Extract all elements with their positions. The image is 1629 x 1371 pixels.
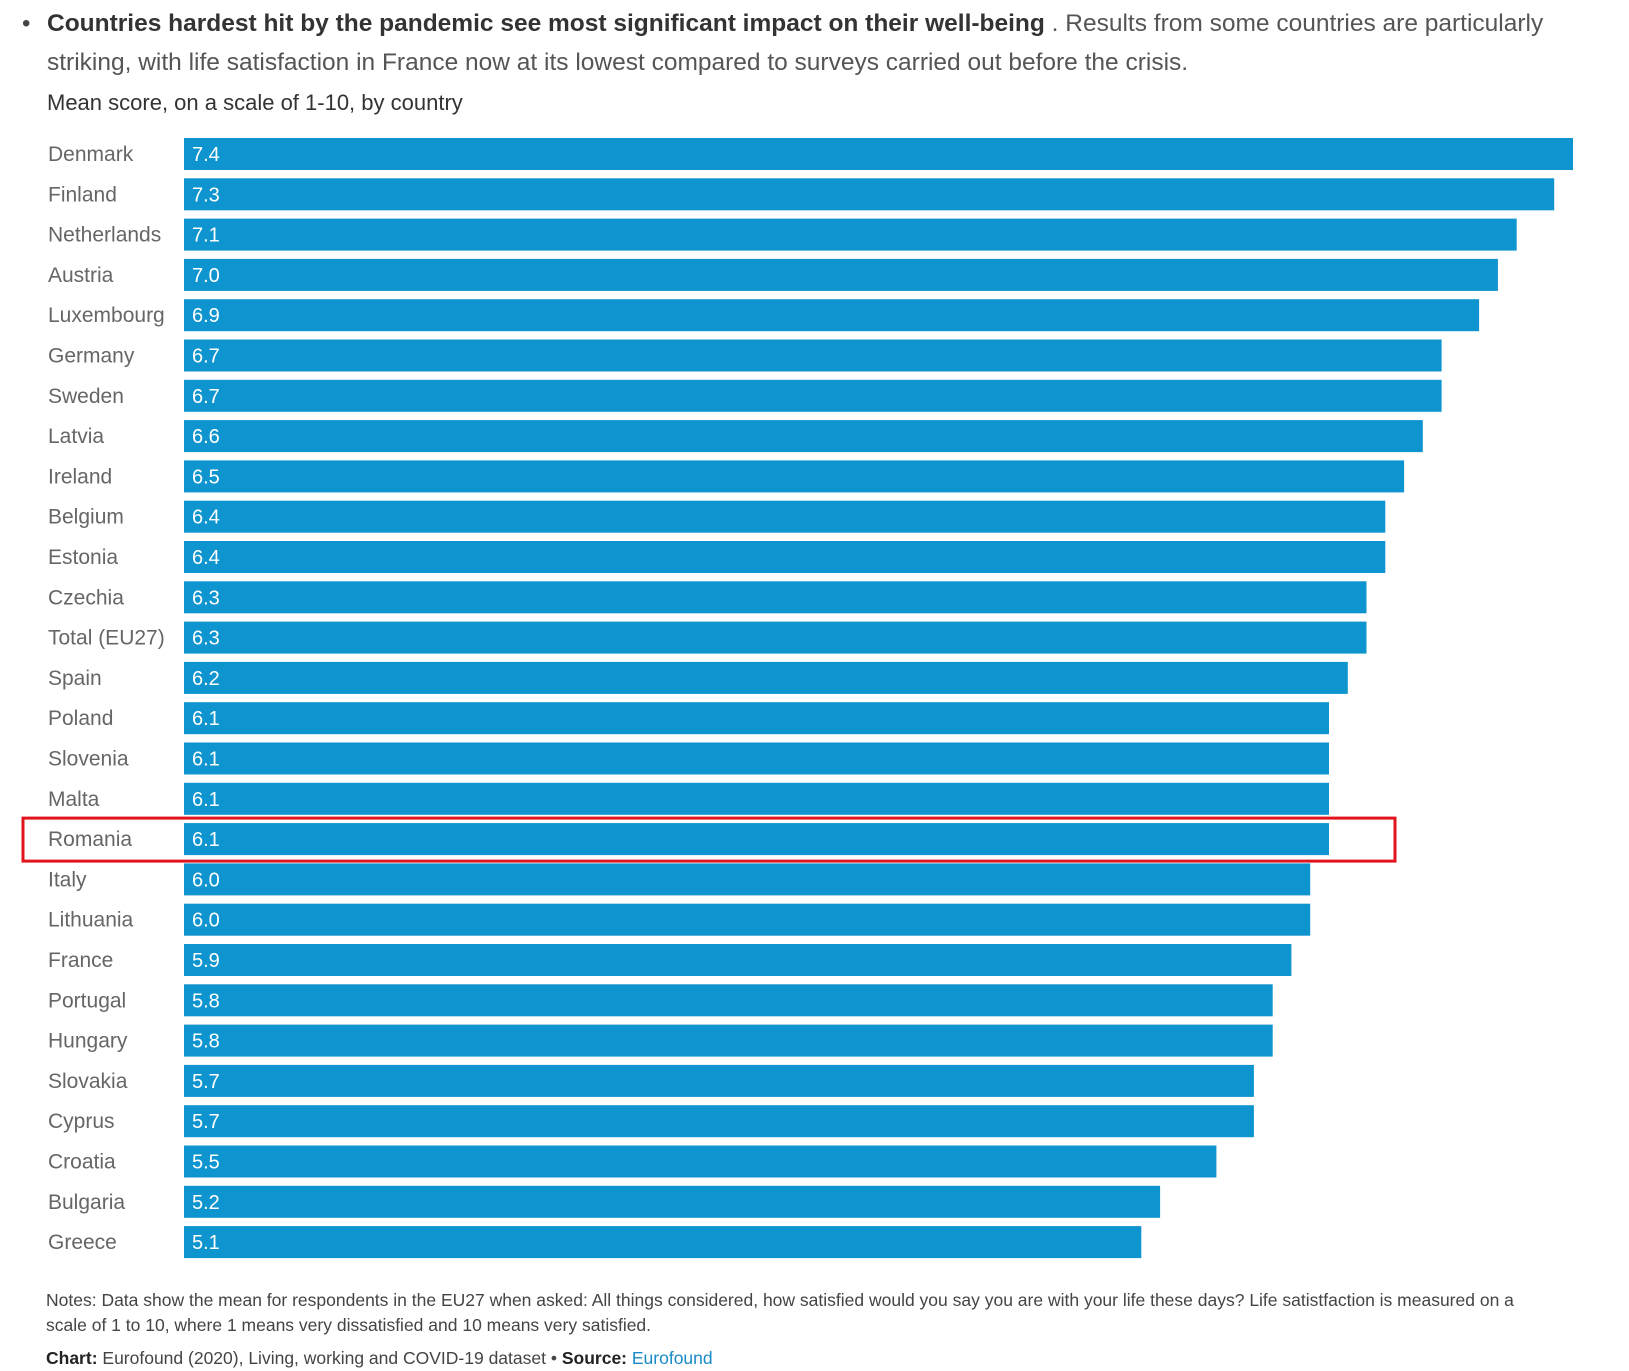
value-label: 7.3 [192,184,220,206]
category-label: Malta [48,788,100,811]
category-label: Austria [48,264,114,287]
chart-credit: Chart: Eurofound (2020), Living, working… [46,1346,1546,1371]
chart-credit-label: Chart: [46,1348,98,1368]
category-label: Ireland [48,465,112,488]
category-label: Czechia [48,586,124,609]
category-label: Greece [48,1231,117,1254]
bar-sweden [184,379,1442,412]
bar-estonia [184,541,1386,573]
category-label: Total (EU27) [48,627,165,650]
value-label: 6.4 [192,507,220,529]
intro-paragraph: • Countries hardest hit by the pandemic … [20,4,1580,82]
value-label: 5.7 [192,1111,220,1133]
bar-ireland [184,460,1405,493]
bar-croatia [184,1145,1217,1178]
category-label: Slovenia [48,748,129,771]
source-link[interactable]: Eurofound [631,1348,713,1368]
value-label: 5.8 [192,990,220,1012]
source-label: Source: [561,1348,627,1368]
value-label: 6.7 [192,386,220,408]
category-label: Lithuania [48,909,134,932]
category-label: Luxembourg [48,304,165,327]
intro-text: . Results from some countries are partic… [47,10,1544,76]
value-label: 6.2 [192,668,220,690]
chart-credit-text: Eurofound (2020), Living, working and CO… [97,1348,546,1368]
chart-subtitle: Mean score, on a scale of 1-10, by count… [47,90,463,115]
category-label: Portugal [48,989,126,1012]
value-label: 5.7 [192,1071,220,1093]
value-label: 6.1 [192,749,220,771]
category-label: Poland [48,707,113,730]
bar-belgium [184,500,1386,533]
bar-total-eu27 [184,621,1367,654]
bar-cyprus [184,1105,1254,1138]
value-label: 6.3 [192,628,220,650]
chart-notes: Notes: Data show the mean for respondent… [46,1290,1514,1335]
category-label: Estonia [48,546,118,569]
category-label: Slovakia [48,1070,128,1093]
bar-finland [184,178,1555,211]
bar-greece [184,1226,1142,1259]
bar-spain [184,661,1348,694]
category-label: Finland [48,183,117,206]
category-label: Denmark [48,143,134,166]
value-label: 6.9 [192,305,220,327]
value-label: 6.3 [192,587,220,609]
category-label: Latvia [48,425,104,448]
category-label: Romania [48,828,132,851]
value-label: 7.4 [192,144,220,166]
bar-bulgaria [184,1185,1161,1218]
category-label: Cyprus [48,1110,115,1133]
category-label: Netherlands [48,224,161,247]
value-label: 6.1 [192,829,220,851]
value-label: 6.4 [192,547,220,569]
value-label: 6.0 [192,910,220,932]
value-label: 6.0 [192,869,220,891]
bullet-icon: • [22,10,31,37]
bar-czechia [184,581,1367,614]
bar-germany [184,339,1442,372]
bar-portugal [184,984,1273,1017]
category-label: France [48,949,113,972]
bar-italy [184,863,1311,896]
value-label: 6.7 [192,346,220,368]
category-label: Hungary [48,1030,128,1053]
bar-netherlands [184,218,1517,251]
category-label: Italy [48,868,87,891]
bar-malta [184,782,1329,815]
value-label: 5.5 [192,1152,220,1174]
bar-luxembourg [184,299,1480,332]
value-label: 7.1 [192,225,220,247]
value-label: 5.2 [192,1192,220,1214]
category-label: Sweden [48,385,124,408]
bar-latvia [184,420,1423,453]
bar-austria [184,258,1498,291]
bar-slovenia [184,742,1329,775]
bar-chart: Denmark 7.4 Finland 7.3 Netherlands 7.1 Austri… [21,138,1573,1259]
highlight-box [21,816,1397,863]
value-label: 5.1 [192,1232,220,1254]
bar-denmark [184,138,1573,170]
credit-separator: • [545,1348,562,1368]
bar-romania [184,823,1329,856]
category-label: Croatia [48,1151,116,1174]
intro-bold-text: Countries hardest hit by the pandemic se… [47,10,1045,37]
bar-lithuania [184,903,1311,936]
bar-hungary [184,1024,1273,1057]
category-label: Bulgaria [48,1191,125,1214]
category-label: Germany [48,345,135,368]
value-label: 7.0 [192,265,220,287]
value-label: 6.1 [192,708,220,730]
bar-slovakia [184,1064,1254,1097]
value-label: 6.5 [192,466,220,488]
category-label: Spain [48,667,102,690]
bar-poland [184,702,1329,735]
value-label: 6.1 [192,789,220,811]
value-label: 5.9 [192,950,220,972]
value-label: 5.8 [192,1031,220,1053]
value-label: 6.6 [192,426,220,448]
category-label: Belgium [48,506,124,529]
bar-france [184,944,1292,976]
